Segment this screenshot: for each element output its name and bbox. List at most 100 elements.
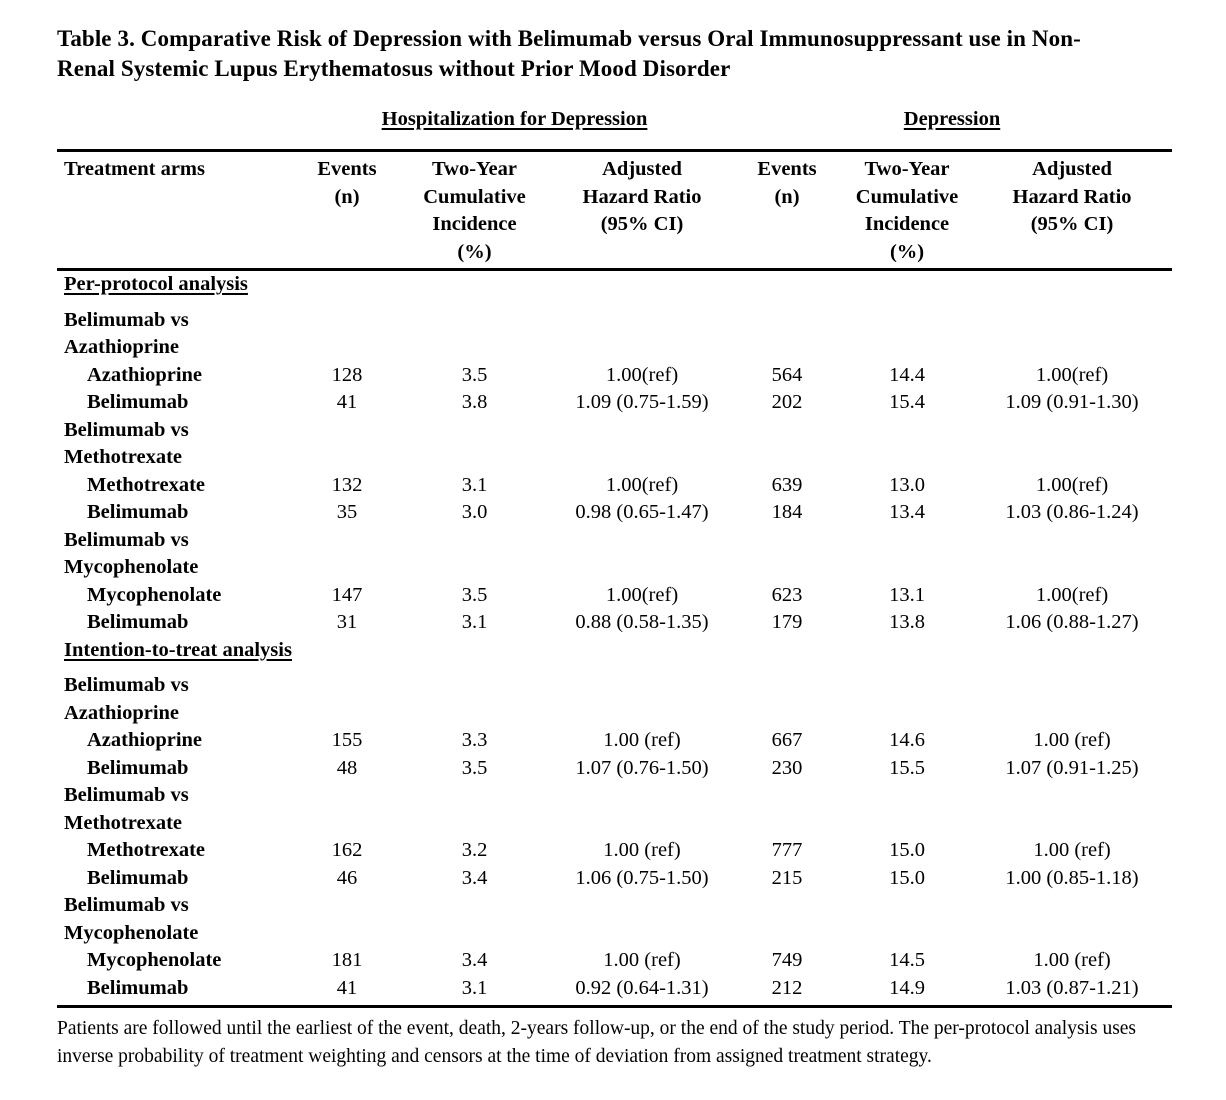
comparison-row: Belimumab vs Azathioprine — [57, 672, 1172, 727]
treatment-arm-label: Methotrexate — [87, 473, 206, 496]
treatment-arm-label: Mycophenolate — [87, 583, 222, 606]
treatment-arm-label: Azathioprine — [87, 363, 203, 386]
column-header-events-depr: Events (n) — [732, 149, 843, 271]
table-row: Azathioprine 128 3.5 1.00(ref) 564 14.4 1.00(r… — [57, 362, 1172, 390]
table-row: Mycophenolate 147 3.5 1.00(ref) 623 13.1 1.00(… — [57, 582, 1172, 610]
table-cell: 3.5 — [461, 583, 488, 606]
comparison-row: Belimumab vs Mycophenolate — [57, 527, 1172, 582]
table-cell: 3.3 — [461, 729, 488, 751]
table-cell: 1.00 (ref) — [1033, 839, 1111, 861]
table-row: Belimumab 48 3.5 1.07 (0.76-1.50) 230 15.5 1.0… — [57, 755, 1172, 783]
table-cell: 1.03 (0.86-1.24) — [1005, 501, 1139, 523]
table-cell: 13.1 — [889, 583, 925, 606]
table-cell: 147 — [331, 583, 363, 606]
table-cell: 667 — [771, 729, 803, 751]
group-header-row: Hospitalization for Depression Depressio… — [57, 98, 1172, 151]
table-cell: 15.4 — [889, 391, 925, 413]
comparative-risk-table: Hospitalization for Depression Depressio… — [57, 98, 1173, 1008]
table-cell: 639 — [771, 473, 803, 496]
table-cell: 14.4 — [889, 363, 925, 386]
table-cell: 623 — [771, 583, 803, 606]
table-row: Mycophenolate 181 3.4 1.00 (ref) 749 14.5 1.00… — [57, 947, 1172, 975]
table-cell: 777 — [771, 839, 803, 861]
table-cell: 230 — [771, 756, 803, 779]
comparison-row: Belimumab vs Mycophenolate — [57, 892, 1172, 947]
treatment-arm-label: Belimumab — [87, 391, 189, 413]
table-cell: 0.92 (0.64-1.31) — [552, 974, 733, 1008]
table-cell: 1.09 (0.75-1.59) — [575, 391, 709, 413]
table-cell: 1.06 (0.88-1.27) — [1005, 611, 1139, 633]
table-cell: 15.0 — [889, 839, 925, 861]
section-header-label: Intention-to-treat analysis — [64, 638, 292, 661]
table-cell: 181 — [331, 949, 363, 971]
table-cell: 1.00 (ref) — [603, 729, 681, 751]
table-cell: 1.00 (ref) — [603, 839, 681, 861]
table-cell: 1.00(ref) — [605, 473, 679, 496]
table-cell: 3.0 — [461, 501, 488, 523]
table-title: Table 3. Comparative Risk of Depression … — [57, 26, 1081, 81]
table-head: Hospitalization for Depression Depressio… — [57, 98, 1173, 271]
table-cell: 1.00 (ref) — [1033, 949, 1111, 971]
comparison-row: Belimumab vs Methotrexate — [57, 417, 1172, 472]
column-header-row: Treatment arms Events (n) Two-Year Cumul… — [57, 149, 1173, 271]
comparison-row: Belimumab vs Methotrexate — [57, 782, 1172, 837]
table-cell: 179 — [771, 611, 803, 633]
table-cell: 1.00 (ref) — [603, 949, 681, 971]
table-cell: 184 — [771, 501, 803, 523]
table-cell: 128 — [331, 363, 363, 386]
table-row: Belimumab 35 3.0 0.98 (0.65-1.47) 184 13.4 1.0… — [57, 499, 1172, 527]
table-cell: 749 — [771, 949, 803, 971]
table-cell: 13.8 — [889, 611, 925, 633]
table-cell: 0.98 (0.65-1.47) — [575, 501, 709, 523]
table-cell: 48 — [336, 756, 358, 779]
comparison-label: Belimumab vs Mycophenolate — [64, 894, 199, 944]
treatment-arm-label: Mycophenolate — [87, 949, 222, 971]
group-header-spacer — [57, 98, 297, 151]
table-cell: 1.00 (0.85-1.18) — [1005, 866, 1139, 889]
comparison-row: Belimumab vs Azathioprine — [57, 307, 1172, 362]
table-cell: 3.4 — [461, 866, 488, 889]
column-header-incidence-depr: Two-Year Cumulative Incidence (%) — [842, 149, 973, 271]
group-header-depression: Depression — [732, 98, 1172, 151]
table-cell: 155 — [331, 729, 363, 751]
table-cell: 564 — [771, 363, 803, 386]
table-cell: 13.0 — [889, 473, 925, 496]
table-cell: 3.5 — [461, 363, 488, 386]
table-cell: 31 — [336, 611, 358, 633]
column-header-hazard-ratio-depr: Adjusted Hazard Ratio (95% CI) — [972, 149, 1173, 271]
table-row: Methotrexate 162 3.2 1.00 (ref) 777 15.0 1.00 … — [57, 837, 1172, 865]
table-row: Belimumab 41 3.8 1.09 (0.75-1.59) 202 15.4 1.0… — [57, 389, 1172, 417]
table-cell: 1.03 (0.87-1.21) — [972, 974, 1173, 1008]
section-header-cell: Per-protocol analysis — [57, 270, 1172, 307]
table-row: Methotrexate 132 3.1 1.00(ref) 639 13.0 1.00(r… — [57, 472, 1172, 500]
table-cell: 3.2 — [461, 839, 488, 861]
table-cell: 3.1 — [461, 611, 488, 633]
group-header-depression-label: Depression — [903, 108, 1001, 130]
table-footnote: Patients are followed until the earliest… — [57, 1018, 1137, 1067]
table-cell: 14.6 — [889, 729, 925, 751]
treatment-arm-label: Belimumab — [87, 501, 189, 523]
treatment-arm-label: Azathioprine — [87, 729, 203, 751]
treatment-arm-label: Belimumab — [87, 756, 189, 779]
table-cell: 3.1 — [397, 974, 552, 1008]
group-header-hospitalization: Hospitalization for Depression — [297, 98, 732, 151]
table-cell: 1.07 (0.76-1.50) — [575, 756, 709, 779]
table-cell: 14.9 — [842, 974, 973, 1008]
comparison-label: Belimumab vs Methotrexate — [64, 418, 189, 469]
table-cell: 3.8 — [461, 391, 488, 413]
table-row: Belimumab 46 3.4 1.06 (0.75-1.50) 215 15.0 1.0… — [57, 865, 1172, 893]
table-cell: 46 — [336, 866, 358, 889]
comparison-label: Belimumab vs Azathioprine — [64, 674, 189, 724]
table-cell: 212 — [732, 974, 843, 1008]
comparison-label: Belimumab vs Methotrexate — [64, 784, 189, 834]
column-header-treatment-arms: Treatment arms — [57, 149, 297, 271]
comparison-label: Belimumab vs Mycophenolate — [64, 528, 199, 579]
table-cell: 35 — [336, 501, 358, 523]
section-header-label: Per-protocol analysis — [64, 273, 248, 295]
table-cell: 15.0 — [889, 866, 925, 889]
table-cell: 15.5 — [889, 756, 925, 779]
section-header-cell: Intention-to-treat analysis — [57, 637, 1172, 673]
table-cell: 3.4 — [461, 949, 488, 971]
group-header-hospitalization-label: Hospitalization for Depression — [381, 108, 648, 130]
table-row: Azathioprine 155 3.3 1.00 (ref) 667 14.6 1.00 … — [57, 727, 1172, 755]
